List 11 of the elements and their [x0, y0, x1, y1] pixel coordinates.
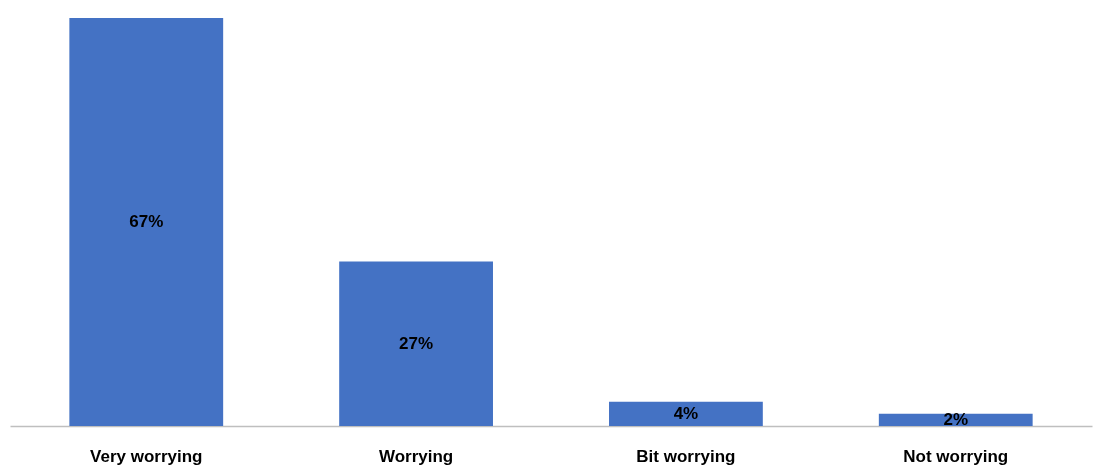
x-tick-label: Very worrying [90, 446, 203, 466]
bar [69, 18, 224, 426]
data-label: 27% [399, 333, 434, 353]
bar [339, 261, 493, 426]
data-label: 4% [673, 403, 699, 423]
x-tick-label: Worrying [378, 446, 454, 466]
x-tick-label: Not worrying [903, 446, 1009, 466]
data-label: 2% [943, 409, 969, 429]
bar [609, 401, 763, 426]
data-label: 67% [129, 212, 164, 231]
x-tick-label: Bit worrying [636, 446, 736, 466]
